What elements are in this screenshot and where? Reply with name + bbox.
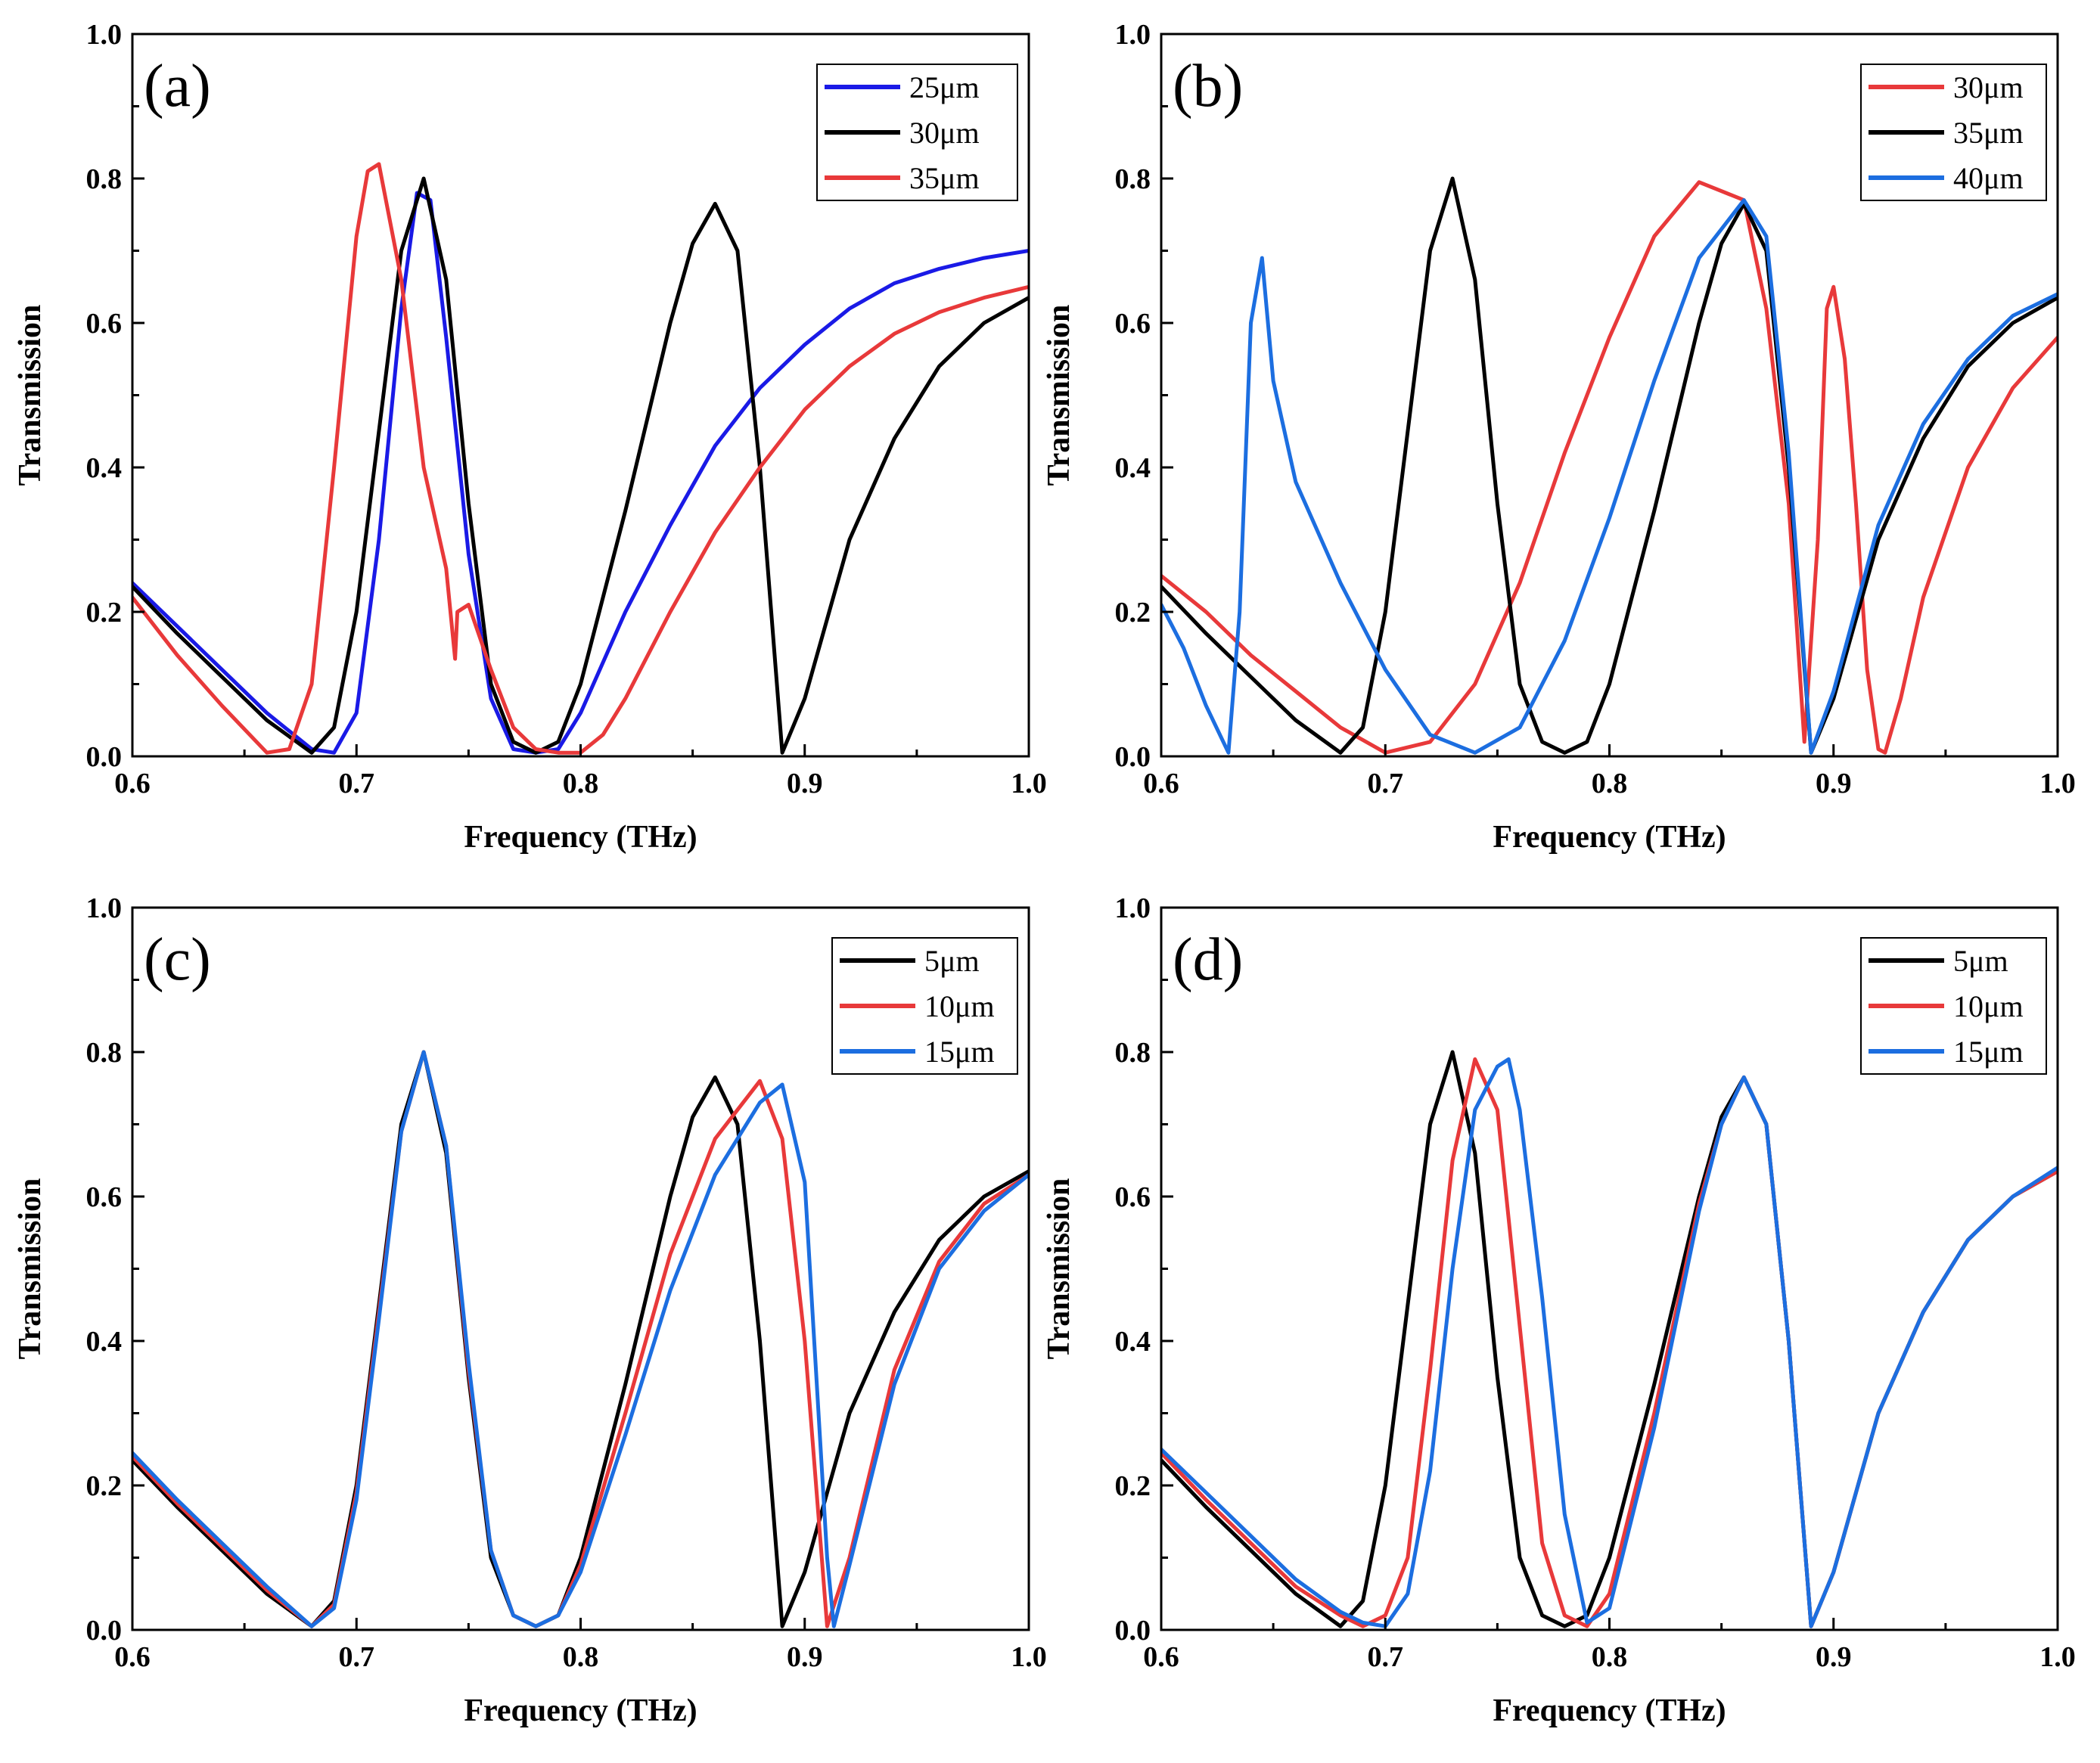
legend-label-2: 10μm (924, 989, 995, 1023)
y-tick-label: 0.8 (1115, 1037, 1151, 1069)
panel-label: (b) (1173, 53, 1243, 119)
series-line-2 (1161, 1057, 2058, 1628)
y-tick-label: 0.8 (1115, 163, 1151, 195)
panel-label: (c) (144, 927, 211, 993)
x-tick-label: 0.9 (1816, 768, 1852, 799)
y-tick-label: 0.0 (86, 741, 123, 773)
y-tick-label: 0.4 (1115, 1326, 1151, 1358)
y-tick-label: 0.4 (1115, 452, 1151, 484)
chart-panel-3: 0.6 0.7 0.8 0.9 1.0 0.0 0.2 0.4 0.6 0.8 1.0 Frequen… (13, 892, 1047, 1728)
legend-label-2: 10μm (1953, 989, 2024, 1023)
legend: 30μm 35μm 40μm (1860, 64, 2047, 201)
y-tick-label: 0.4 (86, 1326, 123, 1358)
y-tick-label: 0.0 (1115, 741, 1151, 773)
y-tick-label: 0.2 (86, 1470, 123, 1502)
legend: 5μm 10μm 15μm (1860, 937, 2047, 1075)
chart-panel-1: 0.6 0.7 0.8 0.9 1.0 0.0 0.2 0.4 0.6 0.8 1.0 Frequen… (13, 19, 1047, 855)
y-tick-label: 0.8 (86, 163, 123, 195)
x-tick-label: 1.0 (2039, 1641, 2076, 1673)
legend-label-3: 35μm (909, 161, 980, 195)
y-tick-label: 0.2 (1115, 597, 1151, 629)
y-tick-label: 0.0 (1115, 1615, 1151, 1647)
panel-label: (a) (144, 53, 211, 119)
x-tick-label: 0.7 (1368, 768, 1404, 799)
chart-panel-4: 0.6 0.7 0.8 0.9 1.0 0.0 0.2 0.4 0.6 0.8 1.0 Frequen… (1042, 892, 2076, 1728)
legend-label-3: 15μm (924, 1035, 995, 1069)
x-tick-label: 0.6 (114, 768, 151, 799)
x-axis-label: Frequency (THz) (464, 820, 697, 855)
x-tick-label: 0.7 (339, 1641, 375, 1673)
x-tick-label: 0.6 (1143, 768, 1179, 799)
x-axis-label: Frequency (THz) (464, 1693, 697, 1728)
legend-label-3: 40μm (1953, 161, 2024, 195)
chart-panel-2: 0.6 0.7 0.8 0.9 1.0 0.0 0.2 0.4 0.6 0.8 1.0 Frequen… (1042, 19, 2076, 855)
y-tick-label: 0.6 (1115, 308, 1151, 340)
legend-label-1: 30μm (1953, 70, 2024, 104)
legend-label-1: 25μm (909, 70, 980, 104)
series-line-3 (1161, 1057, 2058, 1628)
x-tick-label: 0.9 (787, 1641, 823, 1673)
y-tick-label: 0.6 (1115, 1181, 1151, 1213)
legend-label-2: 35μm (1953, 116, 2024, 150)
y-tick-label: 0.2 (86, 597, 123, 629)
y-axis-label: Transmission (13, 1178, 48, 1360)
x-tick-label: 0.6 (1143, 1641, 1179, 1673)
series-line-1 (1161, 1050, 2058, 1628)
x-tick-label: 0.8 (1592, 768, 1628, 799)
y-tick-label: 0.6 (86, 1181, 123, 1213)
y-tick-label: 0.2 (1115, 1470, 1151, 1502)
x-tick-label: 0.8 (563, 768, 599, 799)
series-line-2 (1161, 176, 2058, 755)
legend-label-1: 5μm (924, 944, 980, 978)
series-line-3 (132, 162, 1029, 755)
y-tick-label: 0.8 (86, 1037, 123, 1069)
series-line-1 (132, 191, 1029, 755)
x-tick-label: 0.7 (1368, 1641, 1404, 1673)
series-line-1 (132, 1050, 1029, 1628)
x-tick-label: 0.9 (787, 768, 823, 799)
panel-label: (d) (1173, 927, 1243, 993)
x-tick-label: 0.8 (1592, 1641, 1628, 1673)
x-tick-label: 0.7 (339, 768, 375, 799)
y-axis-label: Transmission (1042, 305, 1076, 486)
y-tick-label: 0.0 (86, 1615, 123, 1647)
y-tick-label: 0.6 (86, 308, 123, 340)
x-tick-label: 0.8 (563, 1641, 599, 1673)
x-axis-label: Frequency (THz) (1493, 1693, 1726, 1728)
y-tick-label: 1.0 (86, 19, 123, 51)
y-axis-label: Transmission (1042, 1178, 1076, 1360)
series-line-2 (132, 176, 1029, 755)
y-tick-label: 1.0 (86, 892, 123, 924)
legend-label-1: 5μm (1953, 944, 2008, 978)
y-tick-label: 1.0 (1115, 892, 1151, 924)
x-tick-label: 0.6 (114, 1641, 151, 1673)
legend-label-2: 30μm (909, 116, 980, 150)
series-line-3 (1161, 198, 2058, 755)
legend: 25μm 30μm 35μm (816, 64, 1018, 201)
series-line-3 (132, 1050, 1029, 1628)
series-line-1 (1161, 180, 2058, 755)
y-tick-label: 1.0 (1115, 19, 1151, 51)
series-line-2 (132, 1050, 1029, 1628)
x-tick-label: 1.0 (2039, 768, 2076, 799)
x-tick-label: 0.9 (1816, 1641, 1852, 1673)
y-tick-label: 0.4 (86, 452, 123, 484)
legend-label-3: 15μm (1953, 1035, 2024, 1069)
x-tick-label: 1.0 (1011, 1641, 1047, 1673)
legend: 5μm 10μm 15μm (831, 937, 1018, 1075)
x-tick-label: 1.0 (1011, 768, 1047, 799)
x-axis-label: Frequency (THz) (1493, 820, 1726, 855)
y-axis-label: Transmission (13, 305, 48, 486)
